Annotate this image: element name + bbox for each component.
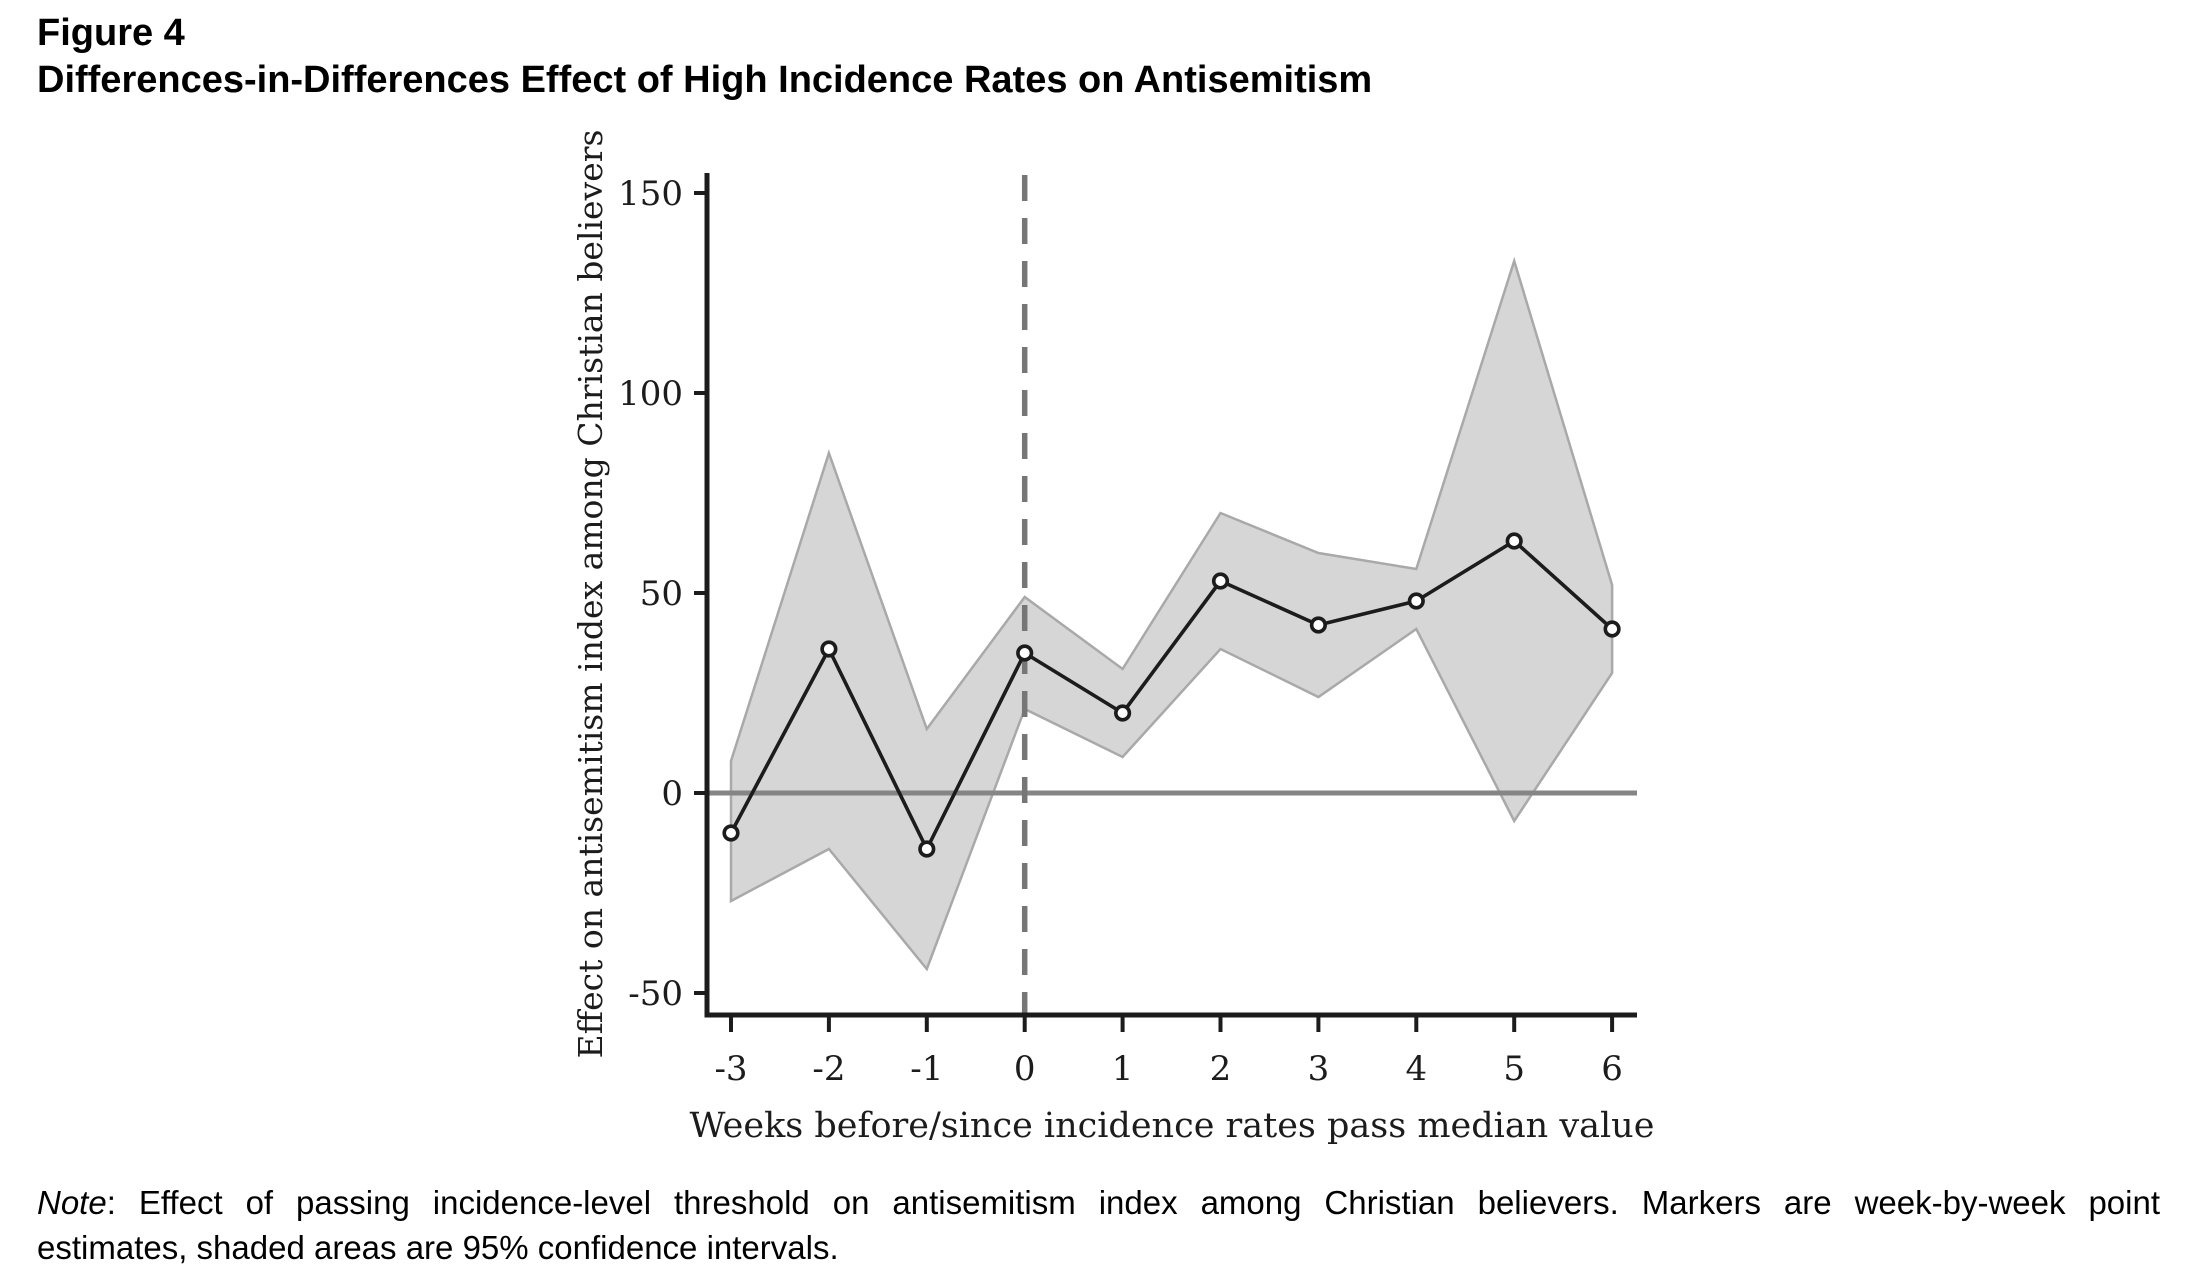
x-tick-label: -1 [910, 1049, 943, 1089]
point-estimate-marker [722, 824, 740, 842]
x-axis-title: Weeks before/since incidence rates pass … [690, 1106, 1655, 1146]
y-axis-title: Effect on antisemitism index among Chris… [571, 130, 610, 1059]
figure-note: Note: Effect of passing incidence-level … [37, 1180, 2160, 1270]
point-estimate-marker [1505, 532, 1523, 550]
x-tick-label: 0 [1014, 1049, 1036, 1089]
y-tick-label: 100 [618, 374, 683, 414]
y-tick-label: -50 [628, 974, 683, 1014]
figure-title-block: Figure 4 Differences-in-Differences Effe… [37, 10, 1372, 104]
estimate-line [729, 539, 1614, 851]
x-tick-label: 2 [1210, 1049, 1232, 1089]
x-tick-label: 4 [1405, 1049, 1427, 1089]
point-estimate-marker [1407, 592, 1425, 610]
x-tick-label: 5 [1503, 1049, 1525, 1089]
point-estimate-marker [1113, 704, 1132, 722]
y-tick-label: 150 [618, 174, 683, 214]
point-estimate-marker [820, 640, 838, 658]
y-tick-label: 50 [640, 574, 683, 614]
figure-title: Differences-in-Differences Effect of Hig… [37, 59, 1373, 101]
point-estimate-marker [1603, 620, 1621, 638]
point-estimate-marker [918, 840, 936, 858]
note-line-1: Note: Effect of passing incidence-level … [37, 1180, 2160, 1225]
x-tick-label: -3 [714, 1049, 747, 1089]
note-line-2: estimates, shaded areas are 95% confiden… [37, 1229, 839, 1266]
point-estimate-marker [1309, 616, 1328, 634]
y-tick-label: 0 [661, 774, 683, 814]
figure-number: Figure 4 [37, 12, 185, 54]
confidence-band [729, 256, 1614, 972]
x-tick-label: 3 [1308, 1049, 1330, 1089]
point-estimate-marker [1016, 644, 1034, 662]
chart-canvas: 150 100 50 0 -50 -3 -2 -1 0 1 2 3 4 5 6 Weeks before/si… [571, 130, 1655, 1146]
note-prefix: Note [37, 1184, 107, 1221]
note-text-1: : Effect of passing incidence-level thre… [106, 1184, 2160, 1221]
x-tick-label: 1 [1112, 1049, 1134, 1089]
x-tick-label: 6 [1601, 1049, 1623, 1089]
x-tick-label: -2 [812, 1049, 845, 1089]
did-event-study-chart: 150 100 50 0 -50 -3 -2 -1 0 1 2 3 4 5 6 Weeks before/si… [560, 120, 1720, 1165]
point-estimate-marker [1211, 572, 1230, 590]
